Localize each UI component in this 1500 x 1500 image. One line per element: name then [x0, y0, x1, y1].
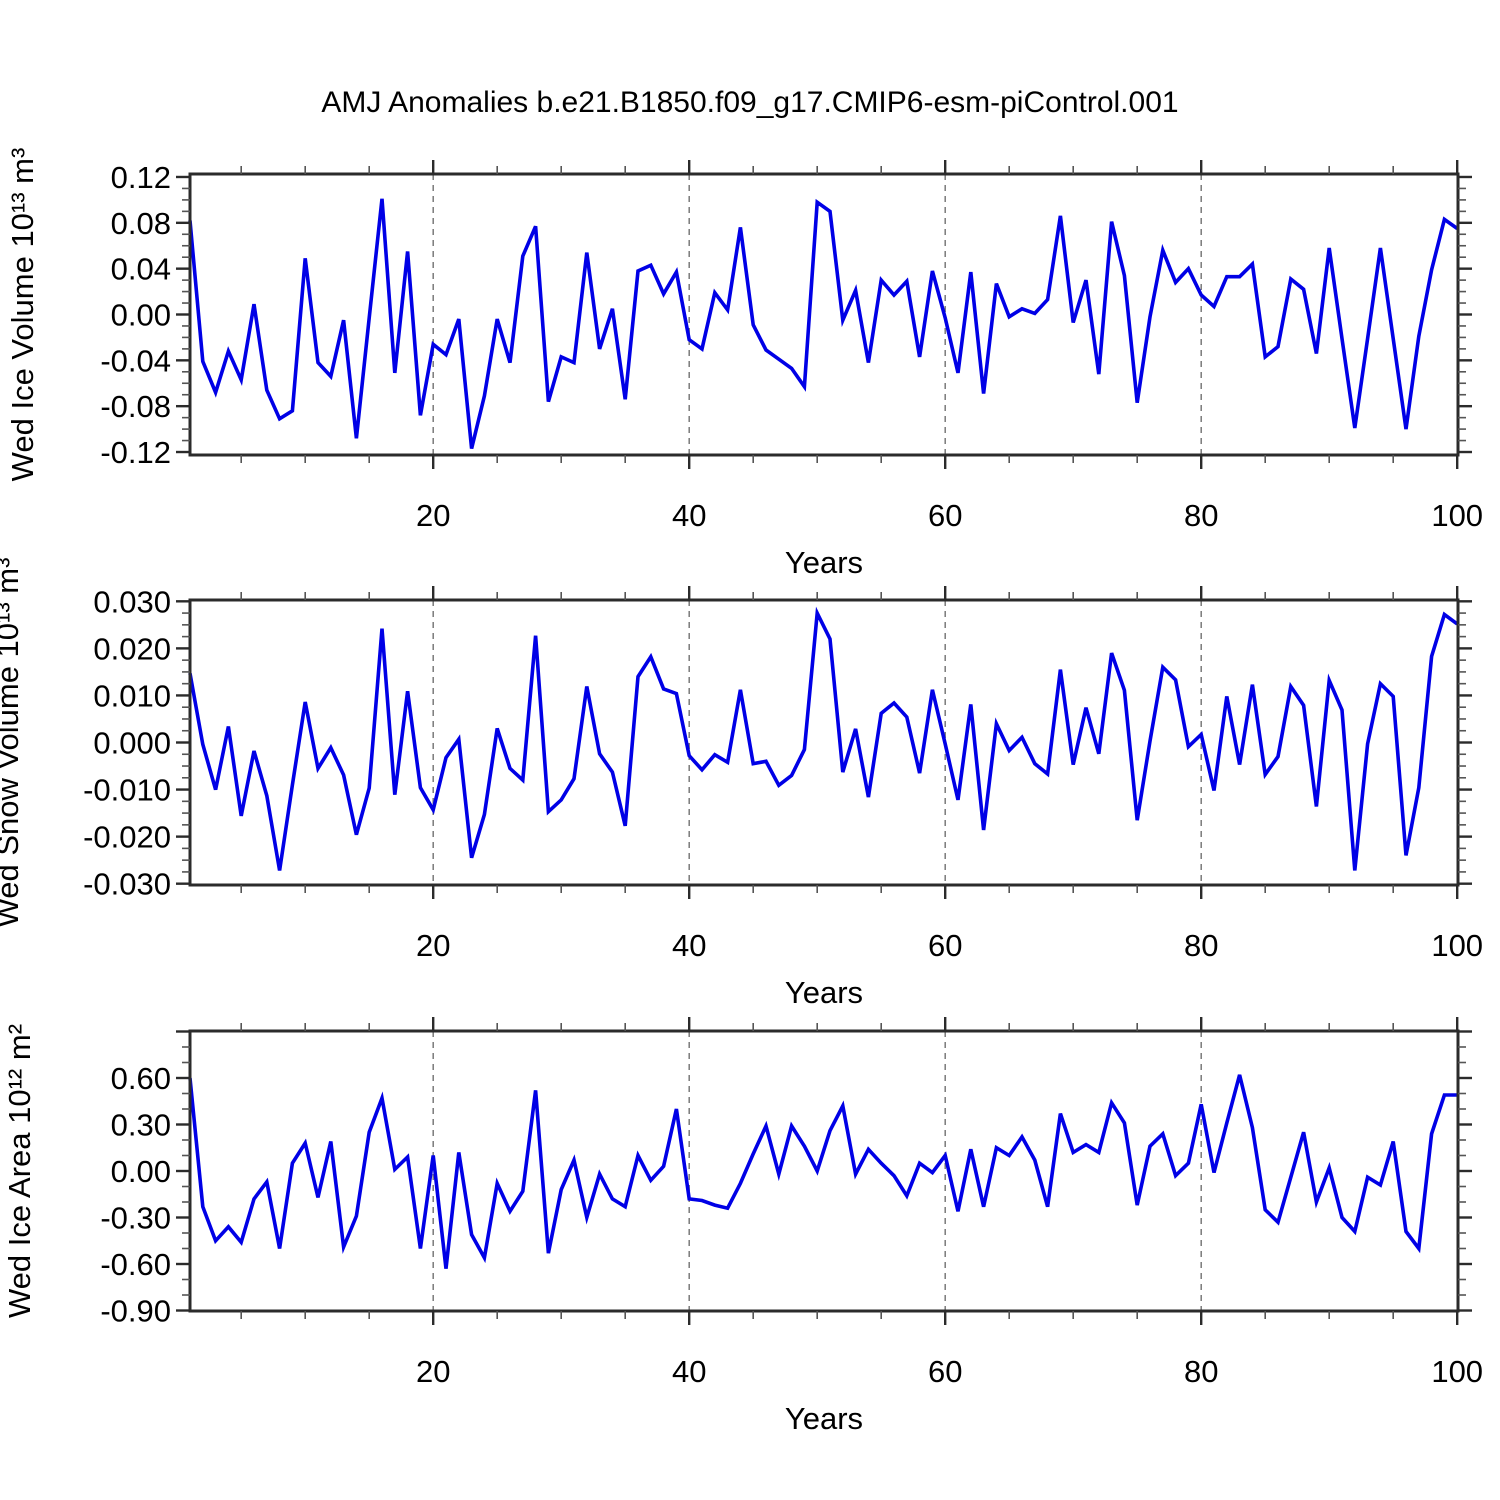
x-tick-label: 100: [1431, 498, 1483, 533]
y-tick-label: 0.60: [111, 1061, 171, 1096]
y-axis-title: Wed Ice Area 10¹² m²: [2, 1024, 37, 1318]
x-axis-title: Years: [785, 545, 863, 580]
y-tick-label: 0.00: [111, 298, 171, 333]
axis-box: [188, 1029, 1460, 1313]
y-tick-label: -0.020: [83, 820, 171, 855]
x-tick-label: 100: [1431, 1354, 1483, 1389]
y-tick-label: -0.90: [100, 1294, 171, 1329]
y-tick-label: -0.04: [100, 343, 171, 378]
x-tick-label: 80: [1184, 928, 1218, 963]
y-tick-label: 0.000: [93, 726, 171, 761]
y-tick-label: -0.08: [100, 389, 171, 424]
y-axis-title: Wed Snow Volume 10¹³ m³: [0, 558, 25, 928]
y-tick-label: -0.60: [100, 1247, 171, 1282]
y-tick-label: 0.020: [93, 631, 171, 666]
x-tick-label: 40: [672, 1354, 706, 1389]
x-tick-label: 20: [416, 498, 450, 533]
x-tick-label: 40: [672, 498, 706, 533]
x-tick-label: 80: [1184, 1354, 1218, 1389]
x-axis-title: Years: [785, 1401, 863, 1436]
subplot-2: 20 40 60 80 100 0.030 0.020 0.010 0.000 -0.010 -0.…: [0, 558, 1483, 1010]
x-tick-label: 20: [416, 928, 450, 963]
data-line: [188, 606, 1459, 871]
y-tick-label: 0.08: [111, 206, 171, 241]
x-tick-label: 100: [1431, 928, 1483, 963]
y-tick-label: 0.00: [111, 1154, 171, 1189]
x-tick-label: 80: [1184, 498, 1218, 533]
y-tick-label: 0.12: [111, 160, 171, 195]
y-tick-label: 0.030: [93, 584, 171, 619]
x-axis-title: Years: [785, 975, 863, 1010]
y-tick-label: -0.12: [100, 435, 171, 470]
figure-title: AMJ Anomalies b.e21.B1850.f09_g17.CMIP6-…: [321, 86, 1178, 119]
y-tick-label: 0.30: [111, 1107, 171, 1142]
subplot-1: 20 40 60 80 100 0.12 0.08 0.04 0.00 -0.04 -0.08 -0.…: [5, 148, 1483, 580]
x-tick-label: 60: [928, 928, 962, 963]
subplot-3: 20 40 60 80 100 0.60 0.30 0.00 -0.30 -0.60 -0.90 Ye…: [2, 1017, 1483, 1436]
data-line: [188, 198, 1459, 450]
y-tick-label: -0.030: [83, 867, 171, 902]
x-tick-label: 40: [672, 928, 706, 963]
y-tick-label: 0.010: [93, 678, 171, 713]
data-line: [188, 1074, 1458, 1269]
y-axis-title: Wed Ice Volume 10¹³ m³: [5, 148, 40, 482]
x-tick-label: 60: [928, 498, 962, 533]
x-tick-label: 20: [416, 1354, 450, 1389]
y-tick-label: -0.30: [100, 1201, 171, 1236]
y-tick-label: -0.010: [83, 773, 171, 808]
x-tick-label: 60: [928, 1354, 962, 1389]
y-tick-label: 0.04: [111, 252, 171, 287]
